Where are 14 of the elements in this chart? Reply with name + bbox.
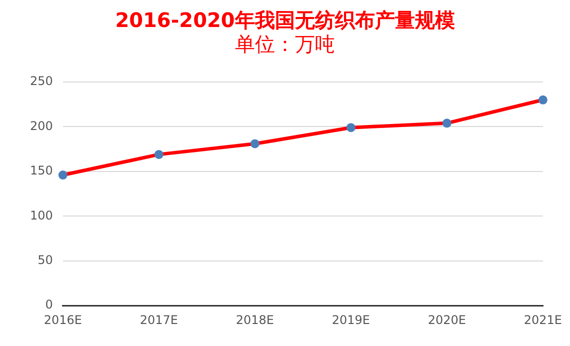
x-tick-label: 2016E: [44, 312, 82, 327]
y-tick-label: 0: [45, 298, 53, 312]
x-tick-label: 2021E: [524, 312, 562, 327]
y-tick-label: 250: [30, 74, 53, 88]
x-tick-label: 2019E: [332, 312, 370, 327]
y-tick-label: 50: [38, 253, 53, 268]
x-tick-label: 2018E: [236, 312, 274, 327]
x-tick-label: 2020E: [428, 312, 466, 327]
chart-subtitle: 单位：万吨: [235, 32, 335, 56]
y-tick-label: 150: [30, 164, 53, 178]
y-tick-label: 100: [30, 208, 53, 222]
y-tick-label: 200: [30, 118, 53, 133]
x-tick-label: 2017E: [140, 312, 178, 327]
chart-title: 2016-2020年我国无纺织布产量规模: [115, 8, 455, 32]
